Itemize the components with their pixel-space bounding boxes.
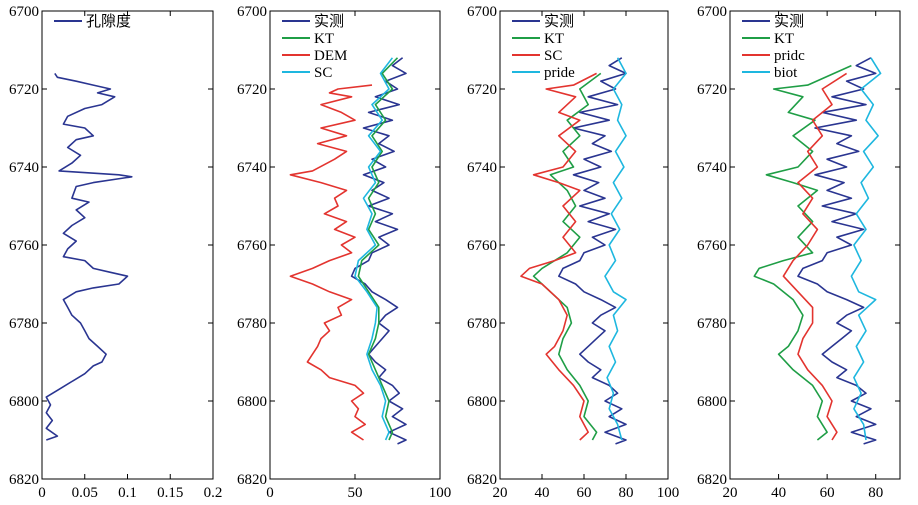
series-line-2	[357, 57, 399, 441]
legend-label: KT	[314, 31, 334, 47]
x-tick-label: 100	[657, 485, 680, 501]
y-tick-label: 6820	[9, 472, 39, 488]
y-tick-label: 6760	[9, 238, 39, 254]
legend-label: KT	[774, 31, 794, 47]
legend: 孔隙度	[54, 13, 131, 30]
plot-frame	[499, 10, 669, 480]
y-tick-label: 6700	[9, 4, 39, 20]
plot-frame	[41, 10, 214, 480]
x-tick-label: 0	[266, 485, 274, 501]
x-tick-label: 60	[820, 485, 835, 501]
plot-frame	[269, 10, 441, 480]
y-tick-label: 6800	[697, 394, 727, 410]
y-tick-label: 6700	[697, 4, 727, 20]
y-tick-label: 6720	[697, 82, 727, 98]
y-tick-label: 6720	[237, 82, 267, 98]
legend-label: pride	[544, 65, 575, 81]
y-tick-label: 6740	[467, 160, 497, 176]
x-tick-label: 60	[577, 485, 592, 501]
series-group	[520, 57, 627, 445]
y-tick-label: 6720	[467, 82, 497, 98]
x-tick-label: 0.15	[157, 485, 183, 501]
y-tick-label: 6820	[467, 472, 497, 488]
y-tick-label: 6780	[467, 316, 497, 332]
series-line-3	[782, 72, 848, 441]
series-group	[289, 57, 407, 445]
series-line-4	[604, 57, 627, 441]
x-tick-label: 100	[429, 485, 452, 501]
y-tick-label: 6760	[237, 238, 267, 254]
x-tick-label: 40	[535, 485, 550, 501]
series-line-1	[45, 72, 133, 441]
series-line-1	[797, 57, 877, 445]
legend-label: KT	[544, 31, 564, 47]
legend-label: biot	[774, 65, 798, 81]
legend-label: 孔隙度	[86, 13, 131, 30]
x-tick-label: 0	[38, 485, 46, 501]
series-group	[753, 57, 882, 445]
y-tick-label: 6740	[697, 160, 727, 176]
x-tick-label: 80	[868, 485, 883, 501]
x-tick-label: 80	[619, 485, 634, 501]
series-group	[45, 72, 133, 441]
y-tick-label: 6740	[237, 160, 267, 176]
legend-label: pridc	[774, 48, 805, 64]
legend-label: SC	[314, 65, 332, 81]
y-tick-label: 6740	[9, 160, 39, 176]
x-tick-label: 50	[348, 485, 363, 501]
y-tick-label: 6760	[467, 238, 497, 254]
legend-label: 实测	[544, 13, 574, 30]
x-tick-label: 20	[493, 485, 508, 501]
legend-label: 实测	[314, 13, 344, 30]
legend-label: DEM	[314, 48, 347, 64]
y-tick-label: 6820	[697, 472, 727, 488]
series-line-2	[753, 64, 852, 441]
legend-label: SC	[544, 48, 562, 64]
y-tick-label: 6780	[237, 316, 267, 332]
y-tick-label: 6800	[467, 394, 497, 410]
y-tick-label: 6720	[9, 82, 39, 98]
series-line-3	[520, 72, 597, 441]
x-tick-label: 0.2	[204, 485, 223, 501]
x-tick-label: 0.1	[118, 485, 137, 501]
x-tick-label: 20	[723, 485, 738, 501]
y-tick-label: 6700	[237, 4, 267, 20]
series-line-1	[558, 57, 627, 445]
x-tick-label: 0.05	[72, 485, 98, 501]
series-line-3	[289, 84, 373, 441]
x-tick-label: 40	[771, 485, 786, 501]
y-tick-label: 6780	[697, 316, 727, 332]
series-line-4	[850, 57, 882, 441]
y-tick-label: 6700	[467, 4, 497, 20]
y-tick-label: 6820	[237, 472, 267, 488]
y-tick-label: 6800	[9, 394, 39, 410]
y-tick-label: 6760	[697, 238, 727, 254]
y-tick-label: 6800	[237, 394, 267, 410]
y-tick-label: 6780	[9, 316, 39, 332]
series-line-4	[354, 57, 394, 441]
legend-label: 实测	[774, 13, 804, 30]
